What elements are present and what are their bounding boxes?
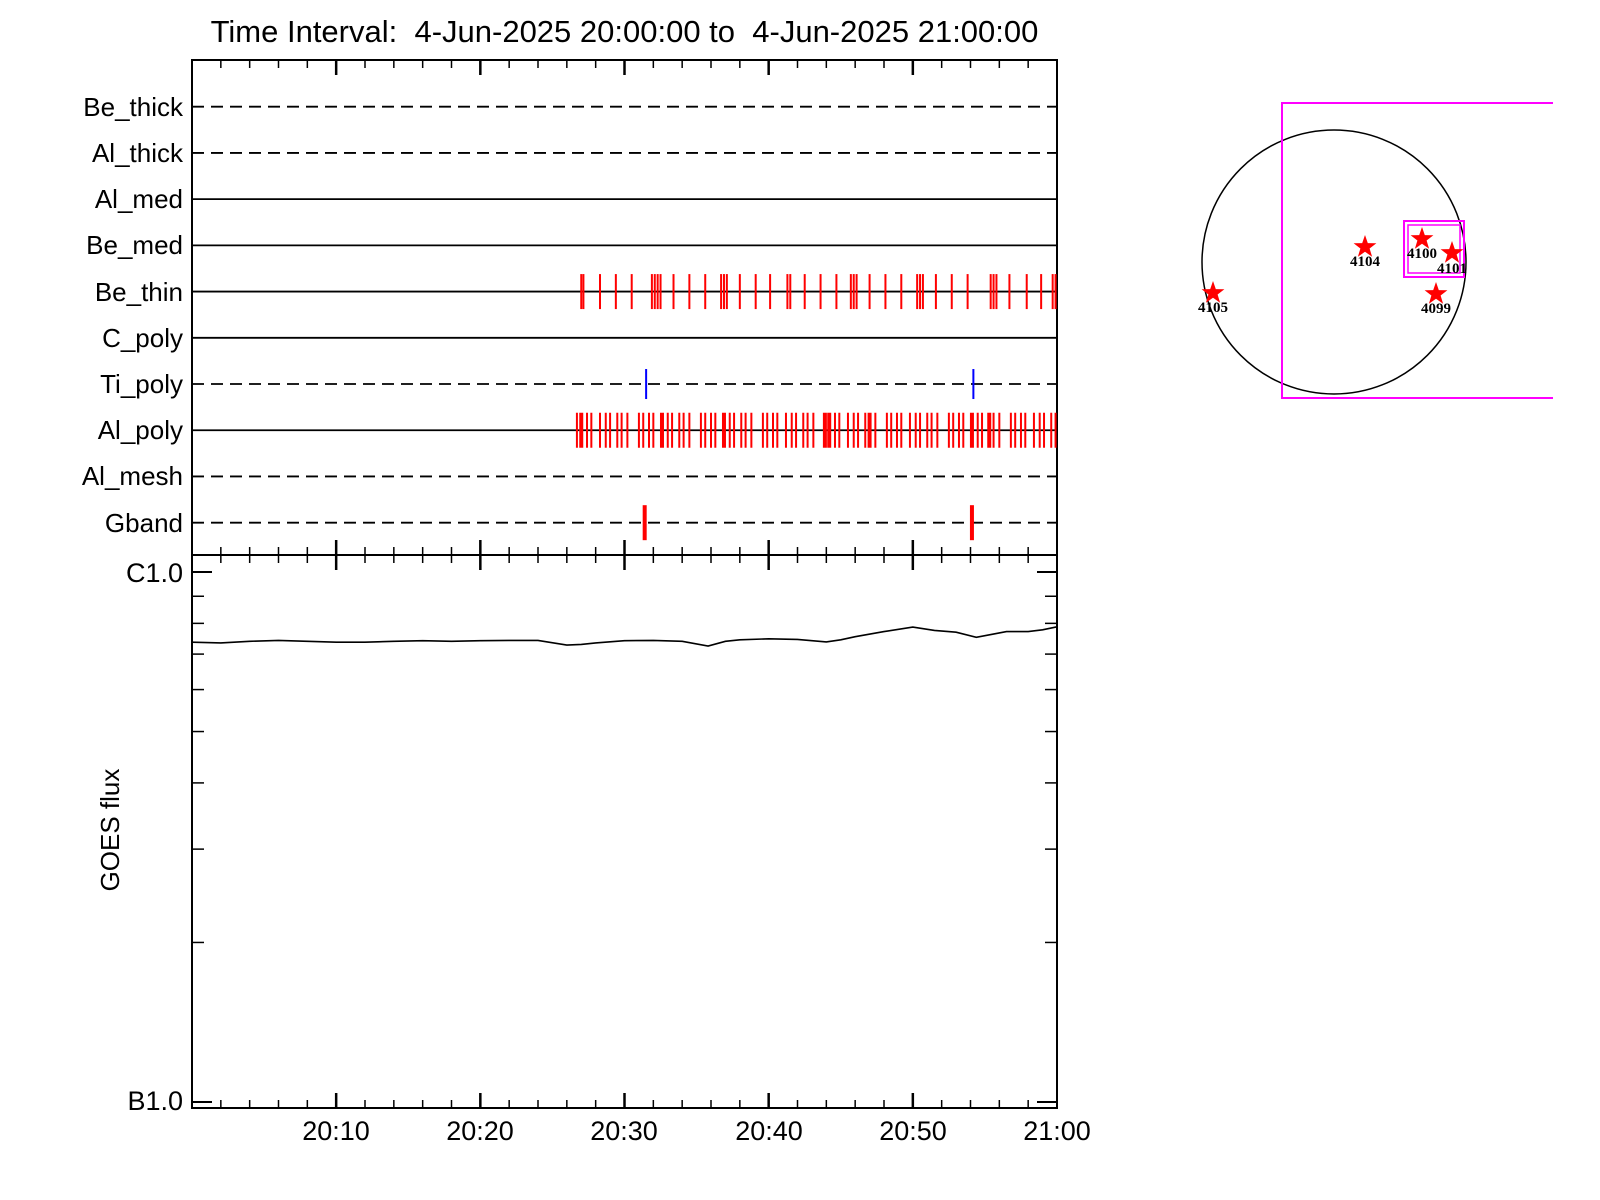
active-region-star-4105 <box>1201 281 1225 303</box>
fov-rect-small-outer <box>1403 220 1465 278</box>
goes-flux-curve <box>191 626 1058 647</box>
x-tick-label-2020: 20:20 <box>446 1116 514 1146</box>
x-tick-label-2030: 20:30 <box>590 1116 658 1146</box>
goes-flux-panel <box>191 554 1058 1109</box>
active-region-label-4099: 4099 <box>1421 301 1451 317</box>
active-region-label-4104: 4104 <box>1350 254 1380 270</box>
row-label-ti-poly: Ti_poly <box>100 369 183 399</box>
solar-limb-circle <box>1201 129 1467 395</box>
x-tick-label-2040: 20:40 <box>735 1116 803 1146</box>
x-tick-label-2050: 20:50 <box>879 1116 947 1146</box>
filter-timeline-panel <box>191 59 1058 556</box>
active-region-label-4105: 4105 <box>1198 300 1228 316</box>
row-label-al-thick: Al_thick <box>91 138 183 168</box>
row-label-al-med: Al_med <box>94 184 183 214</box>
active-region-star-4100 <box>1410 227 1434 249</box>
active-region-label-4101: 4101 <box>1437 261 1467 277</box>
chart-title: Time Interval: 4-Jun-2025 20:00:00 to 4-… <box>210 14 1039 49</box>
active-region-star-4104 <box>1353 235 1377 257</box>
fov-rect-small-inner <box>1407 224 1461 274</box>
row-label-c-poly: C_poly <box>102 323 183 353</box>
row-label-al-mesh: Al_mesh <box>81 461 183 491</box>
row-label-be-thick: Be_thick <box>83 92 183 122</box>
row-label-al-poly: Al_poly <box>97 415 183 445</box>
x-tick-label-2010: 20:10 <box>302 1116 370 1146</box>
y-axis-title-goes-flux: GOES flux <box>95 768 125 892</box>
row-label-be-med: Be_med <box>86 230 183 260</box>
active-region-star-4099 <box>1424 282 1448 304</box>
active-region-star-4101 <box>1440 241 1464 263</box>
row-label-be-thin: Be_thin <box>94 277 183 307</box>
y-axis-label-c1: C1.0 <box>125 558 183 588</box>
y-axis-label-b1: B1.0 <box>127 1086 183 1116</box>
active-region-label-4100: 4100 <box>1407 246 1437 262</box>
x-tick-label-2100: 21:00 <box>1023 1116 1091 1146</box>
fov-rect-large <box>1281 102 1553 399</box>
row-label-gband: Gband <box>104 508 183 538</box>
